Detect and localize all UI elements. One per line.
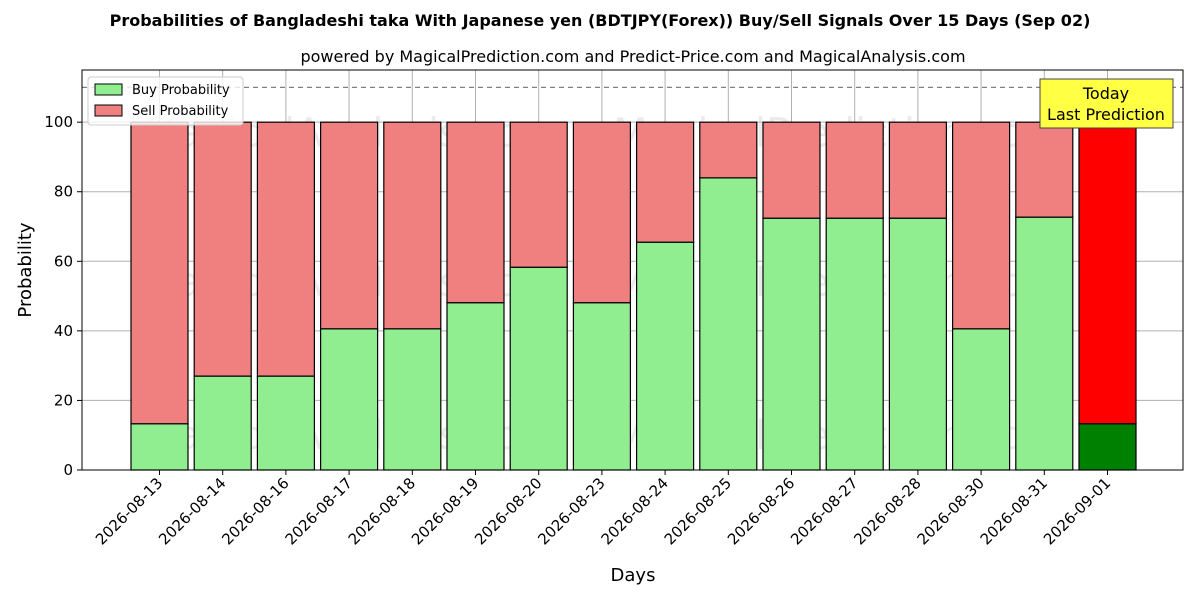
y-tick-label: 80 (54, 183, 73, 201)
chart-title: Probabilities of Bangladeshi taka With J… (110, 11, 1091, 30)
x-tick-label: 2026-08-23 (534, 474, 608, 548)
x-tick-label: 2026-08-18 (345, 474, 419, 548)
buy-bar (699, 177, 758, 471)
today-annotation: Today Last Prediction (1039, 78, 1174, 129)
sell-bar (193, 121, 252, 377)
buy-bar (256, 375, 315, 471)
buy-bar (888, 217, 948, 471)
sell-bar (446, 121, 505, 304)
sell-bar (888, 121, 948, 219)
x-tick-label: 2026-08-24 (598, 474, 672, 548)
x-tick-label: 2026-08-28 (850, 474, 924, 548)
plot-frame (81, 69, 1184, 471)
annotation-box (1039, 78, 1174, 129)
annotation-line-1: Today (1082, 84, 1129, 103)
x-tick-label: 2026-08-30 (914, 474, 988, 548)
sell-bar (951, 121, 1011, 330)
buy-bar (383, 328, 442, 471)
buy-bar (1015, 216, 1074, 471)
x-tick-label: 2026-08-31 (977, 474, 1051, 548)
sell-bar (509, 121, 568, 268)
chart-subtitle: powered by MagicalPrediction.com and Pre… (300, 47, 965, 66)
sell-bar (130, 121, 189, 425)
x-tick-label: 2026-08-14 (155, 474, 229, 548)
y-tick-label: 0 (63, 461, 73, 479)
x-axis-label: Days (611, 565, 656, 586)
buy-bar (1078, 423, 1137, 471)
buy-bar (509, 266, 568, 471)
sell-bar (572, 121, 632, 304)
sell-bar (1078, 121, 1137, 425)
legend-box (87, 76, 244, 126)
buy-bar (130, 423, 189, 471)
y-tick-label: 60 (54, 252, 73, 270)
bars-layer (82, 86, 1183, 471)
legend-label-sell: Sell Probability (132, 104, 229, 119)
buy-bar (635, 241, 695, 471)
x-tick-label: 2026-08-26 (724, 474, 798, 548)
x-tick-label: 2026-08-13 (92, 474, 166, 548)
y-axis-label: Probability (15, 222, 36, 317)
x-tick-label: 2026-08-20 (471, 474, 545, 548)
sell-bar (383, 121, 442, 330)
sell-bar (320, 121, 379, 330)
x-tick-label: 2026-08-19 (408, 474, 482, 548)
legend-swatch-sell (94, 104, 123, 117)
sell-bar (699, 121, 758, 179)
x-tick-label: 2026-08-16 (218, 474, 292, 548)
sell-bar (256, 121, 315, 377)
buy-bar (951, 328, 1011, 471)
sell-bar (1015, 121, 1074, 218)
legend: Buy Probability Sell Probability (87, 76, 244, 126)
y-tick-label: 40 (54, 322, 73, 340)
x-tick-label: 2026-08-25 (661, 474, 735, 548)
y-tick-label: 100 (44, 113, 73, 131)
x-tick-label: 2026-09-01 (1040, 474, 1114, 548)
buy-bar (762, 217, 821, 471)
buy-bar (193, 375, 252, 471)
legend-label-buy: Buy Probability (132, 83, 230, 98)
legend-swatch-buy (94, 83, 123, 96)
x-tick-label: 2026-08-17 (282, 474, 356, 548)
buy-bar (825, 217, 884, 471)
buy-bar (320, 328, 379, 471)
annotation-line-2: Last Prediction (1047, 105, 1165, 124)
buy-bar (446, 302, 505, 471)
sell-bar (762, 121, 821, 219)
sell-bar (635, 121, 695, 243)
y-tick-label: 20 (54, 391, 73, 409)
x-tick-label: 2026-08-27 (787, 474, 861, 548)
sell-bar (825, 121, 884, 219)
buy-bar (572, 302, 632, 471)
